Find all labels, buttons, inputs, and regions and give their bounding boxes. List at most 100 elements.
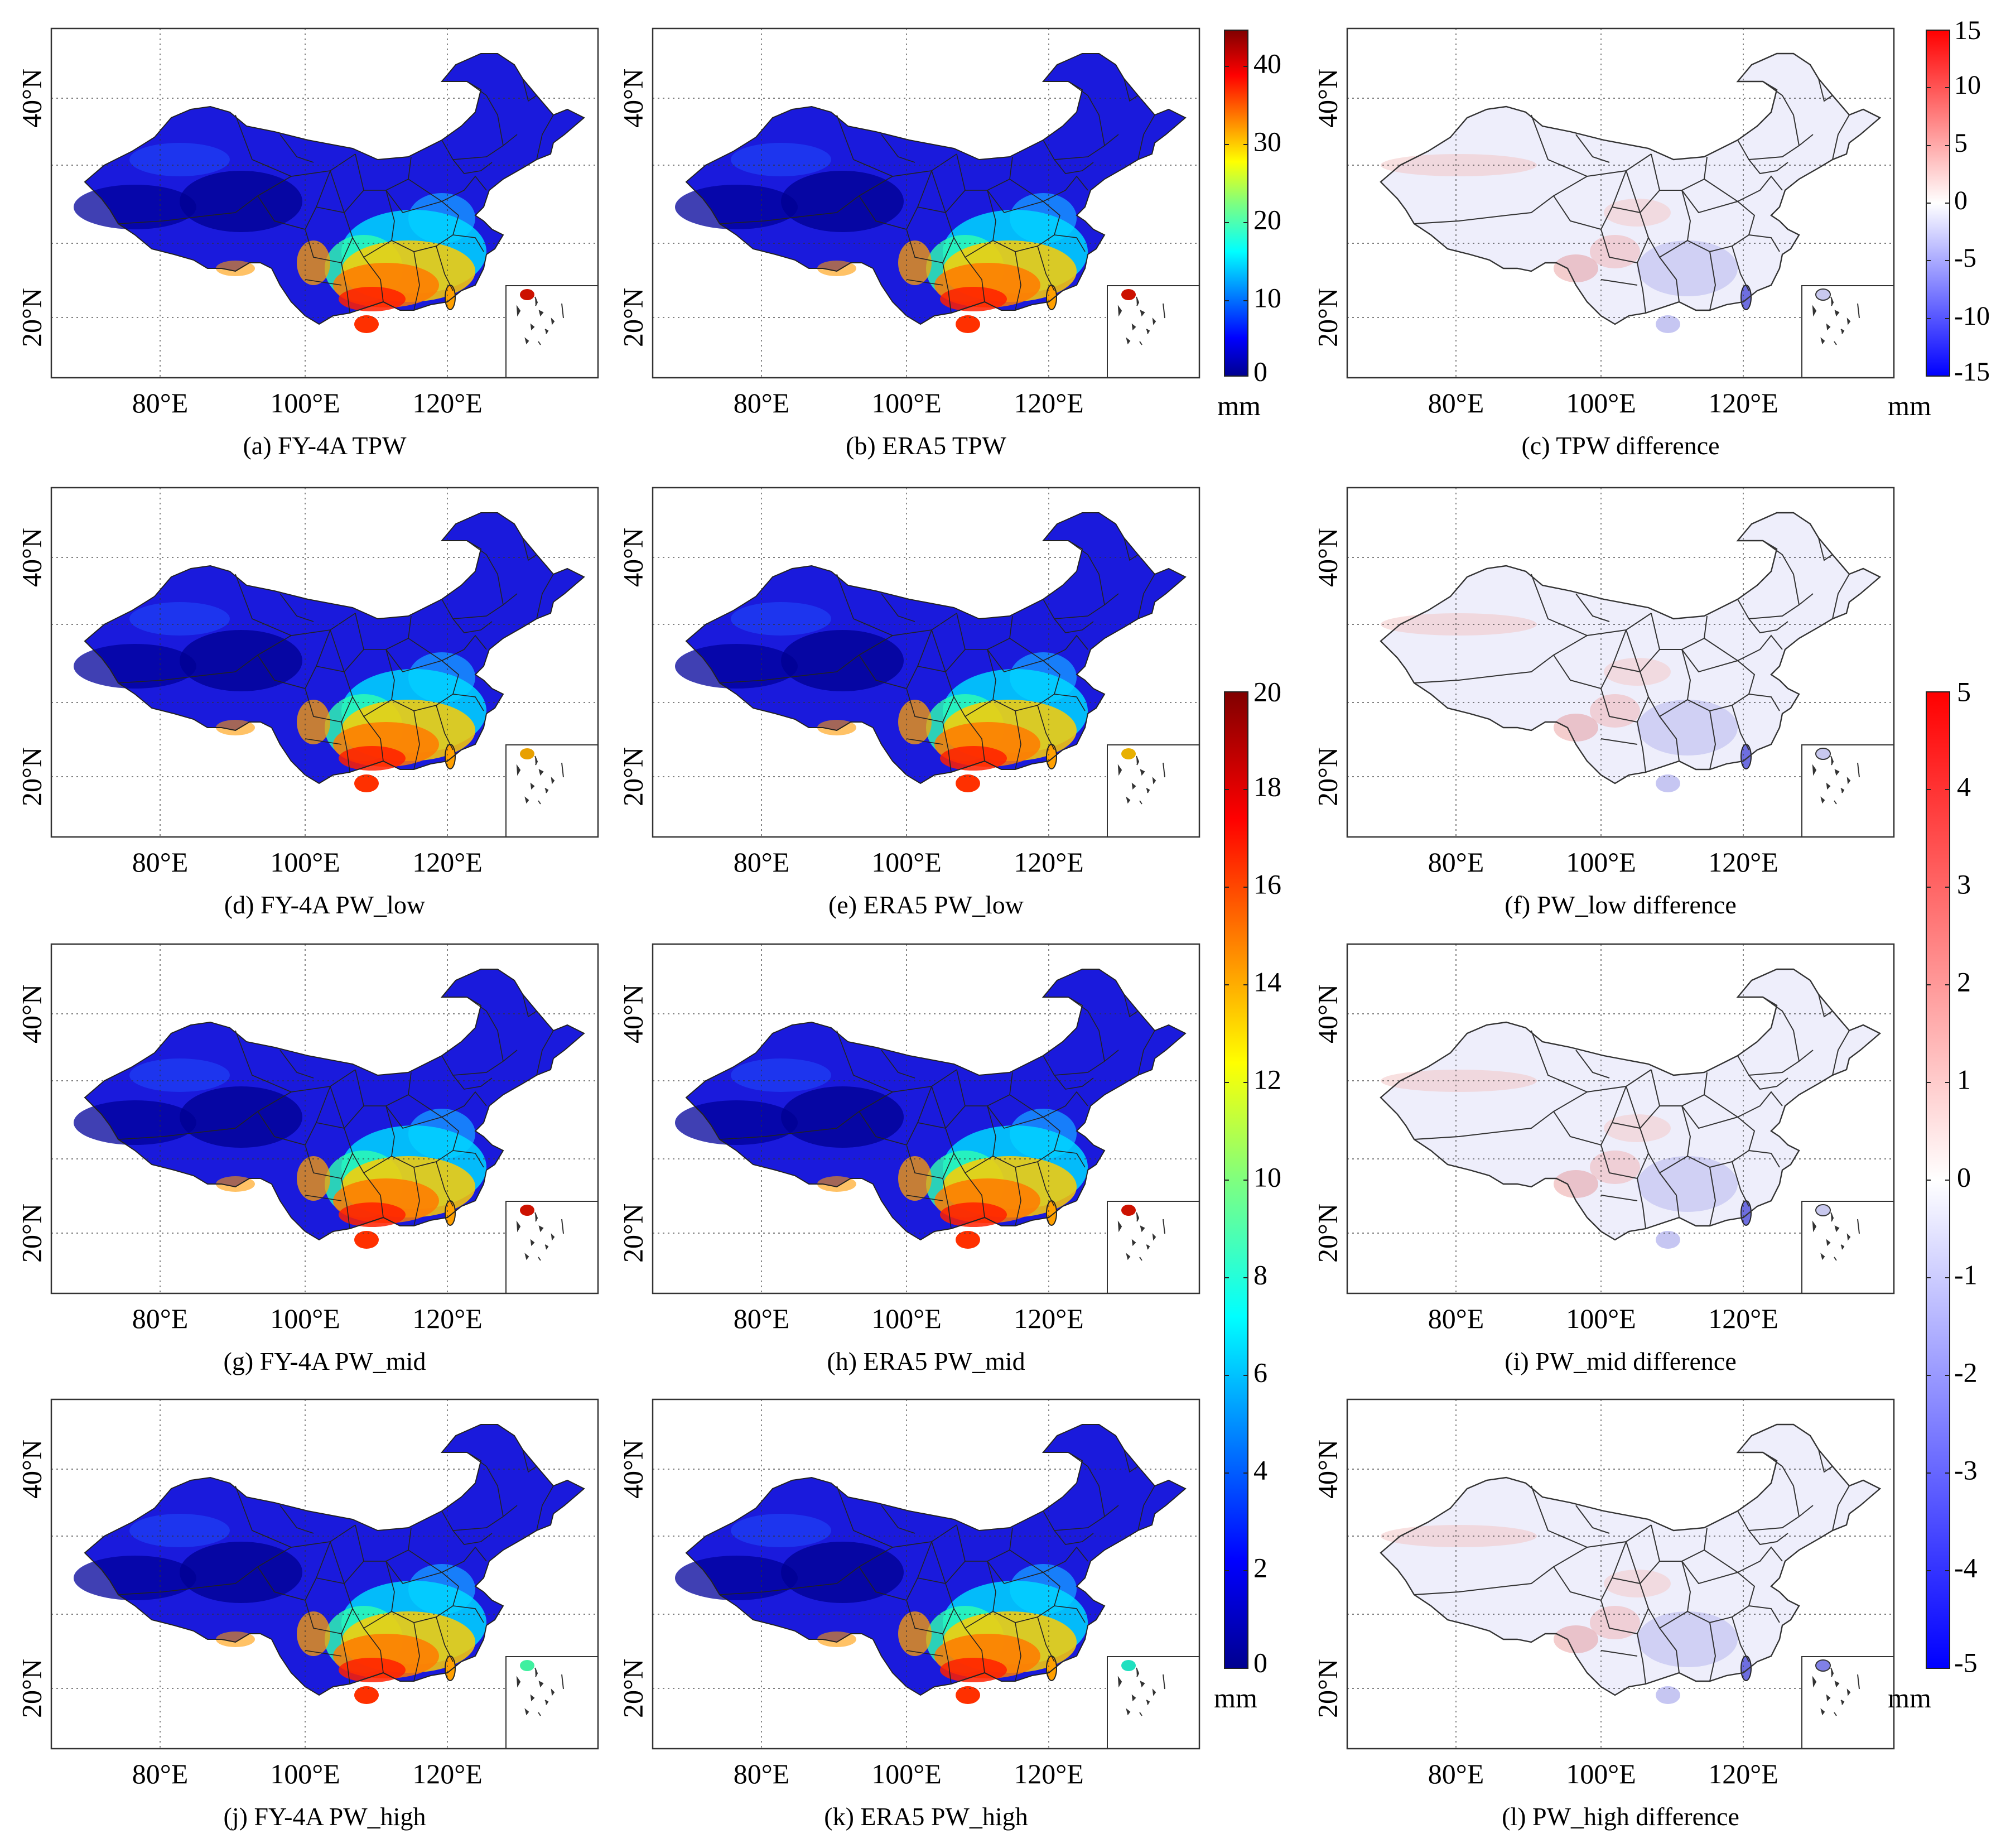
colorbar-tick: -2 [1954, 1356, 1978, 1388]
x-tick-120E: 120°E [1014, 846, 1084, 878]
y-tick-20N: 20°N [1312, 288, 1343, 347]
y-tick-20N: 20°N [1312, 747, 1343, 806]
panel-caption: (g) FY-4A PW_mid [224, 1347, 426, 1375]
x-tick-100E: 100°E [871, 1758, 942, 1789]
gridlines [653, 488, 1199, 837]
gridlines [653, 944, 1199, 1293]
panel-g: 40°N 20°N 80°E 100°E 120°E (g) FY-4A PW_… [16, 943, 599, 1375]
y-tick-40N: 40°N [617, 528, 648, 587]
gridlines [51, 28, 598, 378]
gridlines [653, 1399, 1199, 1749]
colorbar-tick: 0 [1253, 355, 1267, 387]
x-tick-80E: 80°E [734, 1303, 790, 1334]
x-tick-80E: 80°E [132, 846, 189, 878]
colorbar-tpw: 40 30 20 10 0 mm [1217, 30, 1281, 421]
map-frame [652, 1398, 1200, 1750]
gridlines [1347, 488, 1894, 837]
panel-caption: (f) PW_low difference [1505, 891, 1737, 919]
map-frame [50, 943, 599, 1294]
y-tick-40N: 40°N [617, 1440, 648, 1499]
colorbar-tick: 12 [1253, 1063, 1281, 1095]
map-frame [1346, 487, 1895, 838]
colorbar-tick: -1 [1954, 1259, 1978, 1290]
panel-caption: (j) FY-4A PW_high [224, 1802, 426, 1831]
colorbar-tick: -10 [1954, 301, 1990, 331]
x-tick-120E: 120°E [1708, 1303, 1778, 1334]
colorbar-tick: 10 [1954, 70, 1981, 100]
colorbar-tick: 30 [1253, 126, 1281, 157]
map-frame [1346, 27, 1895, 379]
gridlines [1347, 28, 1894, 378]
gridlines [1347, 1399, 1894, 1749]
map-frame [50, 27, 599, 379]
y-tick-40N: 40°N [1312, 1440, 1343, 1499]
x-tick-80E: 80°E [132, 1303, 189, 1334]
x-tick-100E: 100°E [1566, 846, 1636, 878]
x-tick-80E: 80°E [132, 1758, 189, 1789]
colorbar-tpw-difference: 15 10 5 0 -5 -10 -15 mm [1888, 16, 1990, 421]
y-tick-20N: 20°N [617, 747, 648, 806]
panel-caption: (e) ERA5 PW_low [828, 891, 1024, 919]
colorbar-tick: -15 [1954, 357, 1990, 387]
inset-south-china-sea [1801, 1201, 1894, 1294]
y-tick-20N: 20°N [1312, 1659, 1343, 1718]
colorbar-tick: 6 [1253, 1356, 1267, 1388]
x-tick-120E: 120°E [412, 1758, 483, 1789]
inset-south-china-sea [505, 744, 599, 838]
inset-south-china-sea [1107, 1656, 1200, 1749]
y-tick-40N: 40°N [1312, 528, 1343, 587]
panel-l: 40°N 20°N 80°E 100°E 120°E (l) PW_high d… [1312, 1398, 1895, 1831]
panel-k: 40°N 20°N 80°E 100°E 120°E (k) ERA5 PW_h… [617, 1398, 1200, 1831]
panel-caption: (d) FY-4A PW_low [224, 891, 426, 919]
inset-south-china-sea [1107, 285, 1200, 378]
map-frame [652, 943, 1200, 1294]
y-tick-40N: 40°N [617, 69, 648, 128]
panel-j: 40°N 20°N 80°E 100°E 120°E (j) FY-4A PW_… [16, 1398, 599, 1831]
inset-south-china-sea [1801, 1656, 1894, 1749]
x-tick-100E: 100°E [1566, 1758, 1636, 1789]
x-tick-80E: 80°E [1428, 846, 1484, 878]
inset-south-china-sea [505, 1656, 599, 1749]
y-tick-40N: 40°N [1312, 984, 1343, 1043]
colorbar-tick: 5 [1957, 676, 1971, 707]
colorbar-tick: 20 [1253, 204, 1281, 235]
colorbar-tick: 4 [1957, 771, 1971, 802]
x-tick-80E: 80°E [1428, 1758, 1484, 1789]
colorbar-tick: 2 [1957, 966, 1971, 997]
colorbar-unit: mm [1888, 390, 1931, 421]
inset-south-china-sea [1801, 285, 1894, 378]
colorbar-tick: 0 [1954, 186, 1968, 215]
colorbar-unit: mm [1888, 1682, 1931, 1714]
y-tick-20N: 20°N [16, 747, 47, 806]
y-tick-40N: 40°N [16, 984, 47, 1043]
panel-caption: (i) PW_mid difference [1505, 1347, 1737, 1375]
y-tick-20N: 20°N [617, 1659, 648, 1718]
panel-caption: (l) PW_high difference [1502, 1802, 1739, 1831]
x-tick-120E: 120°E [1014, 387, 1084, 418]
inset-south-china-sea [1107, 744, 1200, 838]
y-tick-20N: 20°N [1312, 1204, 1343, 1263]
panel-caption: (b) ERA5 TPW [846, 431, 1006, 460]
inset-south-china-sea [505, 1201, 599, 1294]
y-tick-40N: 40°N [1312, 69, 1343, 128]
x-tick-120E: 120°E [412, 1303, 483, 1334]
panel-i: 40°N 20°N 80°E 100°E 120°E (i) PW_mid di… [1312, 943, 1895, 1375]
colorbar-tick: -4 [1954, 1552, 1978, 1583]
y-tick-20N: 20°N [16, 1204, 47, 1263]
x-tick-120E: 120°E [412, 846, 483, 878]
colorbar-unit: mm [1217, 390, 1261, 421]
panel-caption: (k) ERA5 PW_high [824, 1802, 1028, 1831]
y-tick-20N: 20°N [16, 288, 47, 347]
colorbar-tick: 15 [1954, 16, 1981, 45]
gridlines [1347, 944, 1894, 1293]
colorbar-tpw-gradient [1224, 30, 1248, 377]
x-tick-120E: 120°E [1708, 1758, 1778, 1789]
panel-f: 40°N 20°N 80°E 100°E 120°E (f) PW_low di… [1312, 487, 1895, 919]
colorbar-tick: 14 [1253, 966, 1281, 997]
panel-caption: (h) ERA5 PW_mid [827, 1347, 1025, 1375]
x-tick-80E: 80°E [734, 846, 790, 878]
y-tick-40N: 40°N [16, 69, 47, 128]
x-tick-100E: 100°E [270, 846, 340, 878]
x-tick-120E: 120°E [412, 387, 483, 418]
